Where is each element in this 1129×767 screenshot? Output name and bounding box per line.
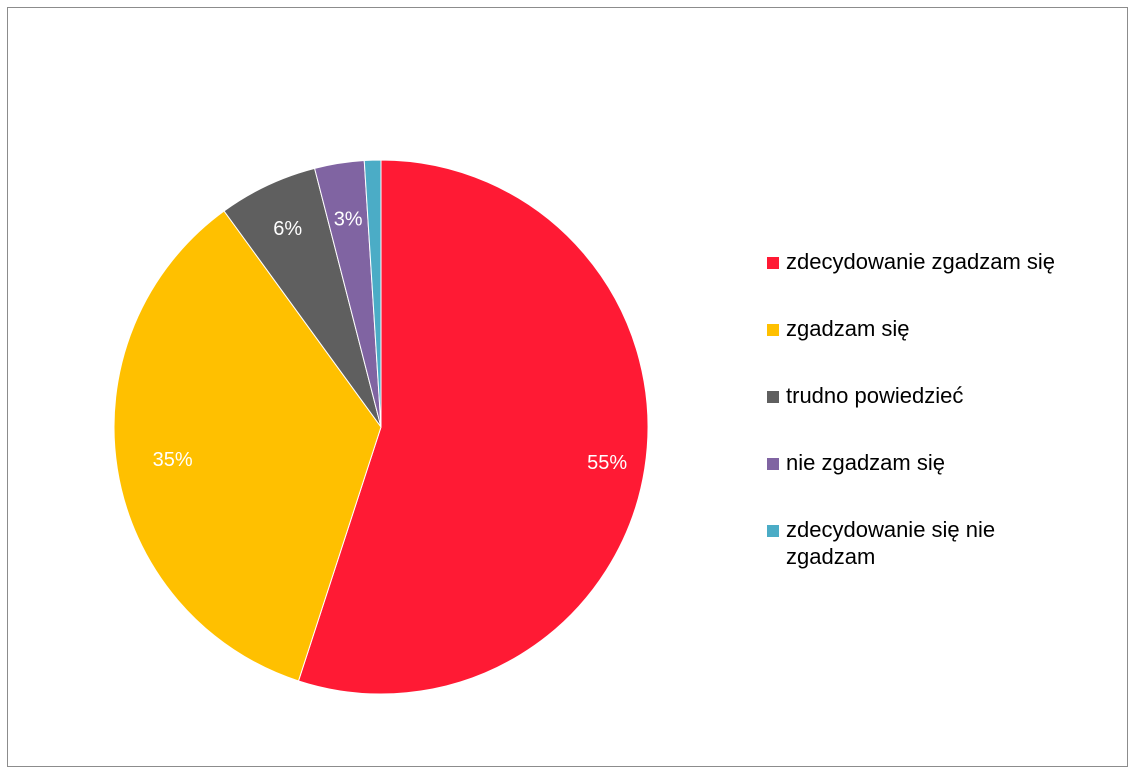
legend-swatch: [767, 324, 779, 336]
pie-slice-5: [363, 159, 382, 428]
legend-item-3: trudno powiedzieć: [767, 382, 1122, 409]
pie-slice-1: [297, 159, 649, 695]
legend-label: nie zgadzam się: [786, 450, 945, 475]
legend-label: zgadzam się: [786, 316, 910, 341]
legend-item-5: zdecydowanie się nie zgadzam: [767, 516, 1122, 570]
legend-swatch: [767, 458, 779, 470]
chart-legend: zdecydowanie zgadzam się zgadzam się trudn…: [767, 248, 1122, 610]
pie-slice-2: [113, 210, 382, 682]
slice-data-label-3: 6%: [273, 218, 302, 240]
legend-swatch: [767, 525, 779, 537]
legend-item-4: nie zgadzam się: [767, 449, 1122, 476]
legend-swatch: [767, 257, 779, 269]
slice-data-label-1: 55%: [587, 452, 627, 474]
legend-label: trudno powiedzieć: [786, 383, 964, 408]
legend-item-1: zdecydowanie zgadzam się: [767, 248, 1122, 275]
slice-data-label-4: 3%: [334, 209, 363, 231]
legend-label: zdecydowanie zgadzam się: [786, 249, 1056, 274]
legend-label: zdecydowanie się nie zgadzam: [786, 517, 996, 569]
legend-item-2: zgadzam się: [767, 315, 1122, 342]
legend-swatch: [767, 391, 779, 403]
slice-data-label-2: 35%: [153, 449, 193, 471]
